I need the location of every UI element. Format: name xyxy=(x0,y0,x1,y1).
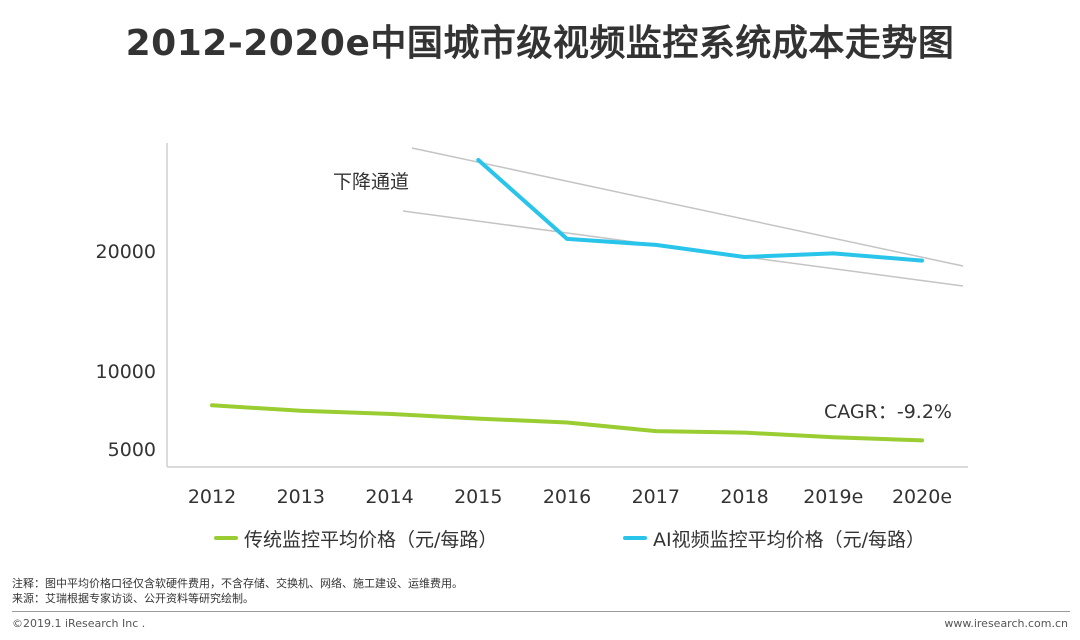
data-point-ai xyxy=(565,237,569,241)
x-tick-label: 2019e xyxy=(803,486,863,508)
footer-copyright: ©2019.1 iResearch Inc . xyxy=(12,617,146,630)
x-tick-label: 2014 xyxy=(365,486,413,508)
data-point-traditional xyxy=(387,412,392,416)
data-point-traditional xyxy=(565,420,569,425)
data-point-ai xyxy=(742,255,747,259)
x-tick-label: 2018 xyxy=(720,486,768,508)
legend-item-ai: AI视频监控平均价格（元/每路） xyxy=(623,524,925,552)
annotation-cagr: CAGR：-9.2% xyxy=(824,401,952,423)
data-point-ai xyxy=(476,158,481,162)
series-line-ai xyxy=(476,158,924,263)
data-point-ai xyxy=(653,243,658,247)
chart-title: 2012-2020e中国城市级视频监控系统成本走势图 xyxy=(125,23,955,64)
footer-divider xyxy=(12,611,1070,612)
legend-swatch-traditional xyxy=(214,536,238,540)
x-tick-label: 2015 xyxy=(454,486,502,508)
x-tick-label: 2017 xyxy=(632,486,680,508)
data-point-ai xyxy=(920,258,924,263)
legend-swatch-ai xyxy=(623,536,647,540)
y-tick-label: 20000 xyxy=(96,241,156,263)
y-tick-label: 10000 xyxy=(96,361,156,383)
x-tick-label: 2012 xyxy=(188,486,236,508)
note-text: 注释：图中平均价格口径仅含软硬件费用，不含存储、交换机、网络、施工建设、运维费用… xyxy=(12,577,463,590)
channel-line-upper xyxy=(411,147,964,267)
source-text: 来源：艾瑞根据专家访谈、公开资料等研究绘制。 xyxy=(12,592,254,605)
data-point-ai xyxy=(831,251,836,256)
notes: 注释：图中平均价格口径仅含软硬件费用，不含存储、交换机、网络、施工建设、运维费用… xyxy=(12,576,463,606)
x-tick-label: 2016 xyxy=(543,486,591,508)
x-tick-label: 2020e xyxy=(892,486,952,508)
data-point-traditional xyxy=(653,429,658,433)
line-chart: 20000 10000 5000 2012 2013 2014 2015 2016 2017 20… xyxy=(96,143,968,508)
footer-website: www.iresearch.com.cn xyxy=(944,617,1068,630)
x-tick-label: 2013 xyxy=(277,486,325,508)
annotation-channel-label: 下降通道 xyxy=(333,171,409,193)
data-point-traditional xyxy=(742,430,747,435)
y-tick-label: 5000 xyxy=(108,439,156,461)
legend-label-traditional: 传统监控平均价格（元/每路） xyxy=(244,528,498,551)
legend-item-traditional: 传统监控平均价格（元/每路） xyxy=(214,524,497,552)
data-point-traditional xyxy=(476,416,481,421)
data-point-traditional xyxy=(210,403,214,408)
data-point-traditional xyxy=(298,408,303,413)
data-point-traditional xyxy=(920,438,924,443)
data-point-traditional xyxy=(831,435,836,440)
legend-label-ai: AI视频监控平均价格（元/每路） xyxy=(653,528,926,551)
